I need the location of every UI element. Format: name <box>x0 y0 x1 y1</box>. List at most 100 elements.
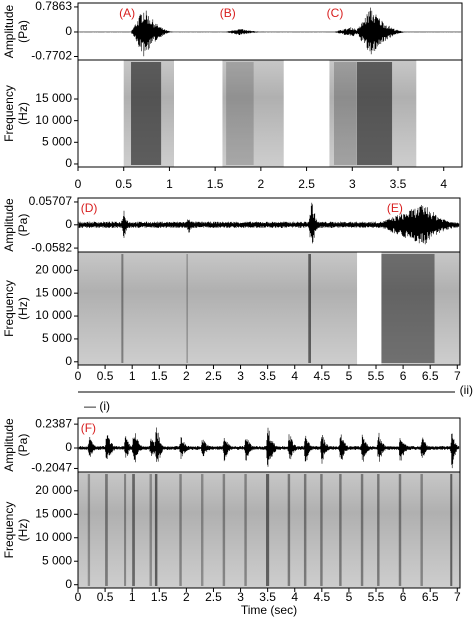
spectrogram-event <box>320 474 323 586</box>
x-tick-label: 3.5 <box>259 590 276 604</box>
x-tick-label: 1 <box>129 590 136 604</box>
spectrogram-event <box>420 474 423 586</box>
x-tick-label: 0 <box>75 177 82 191</box>
spectrogram-event <box>105 474 108 586</box>
y-tick-label: 15 000 <box>35 285 72 299</box>
x-tick-label: 4 <box>291 590 298 604</box>
x-tick-label: 2.5 <box>205 369 222 383</box>
spectrogram-event <box>398 474 402 586</box>
spectrogram-event <box>266 474 270 586</box>
x-tick-label: 1 <box>166 177 173 191</box>
y-tick-label: 0 <box>65 354 72 368</box>
spectrogram-event <box>124 474 127 586</box>
y-tick-label: 0 <box>65 217 72 231</box>
y-tick-label: 0.2387 <box>35 416 72 430</box>
event-label: (E) <box>387 201 403 215</box>
waveform <box>78 427 460 469</box>
event-label: (D) <box>81 201 98 215</box>
spectrogram-event <box>339 474 342 586</box>
frequency-label: Frequency <box>2 502 16 559</box>
frequency-label: Frequency <box>2 85 16 142</box>
spectrogram-event <box>287 474 291 586</box>
frequency-label: (Hz) <box>16 102 30 125</box>
event-label: (A) <box>119 6 135 20</box>
frequency-label: (Hz) <box>16 519 30 542</box>
spectrogram-event <box>308 254 311 363</box>
x-tick-label: 3.5 <box>390 177 407 191</box>
x-tick-label: 0 <box>75 590 82 604</box>
x-tick-label: 6 <box>400 369 407 383</box>
event-label: (C) <box>327 6 344 20</box>
y-tick-label: -0.2047 <box>31 461 72 475</box>
y-tick-label: 0 <box>65 156 72 170</box>
x-tick-label: 2 <box>183 369 190 383</box>
spectrogram-segment <box>78 252 358 365</box>
spectrogram-event <box>87 474 91 586</box>
x-tick-label: 1.5 <box>151 590 168 604</box>
event-label: (B) <box>220 6 236 20</box>
x-tick-label: 3.5 <box>259 369 276 383</box>
x-tick-label: 0.5 <box>115 177 132 191</box>
y-tick-label: 0.7863 <box>35 0 72 13</box>
spectrogram-event <box>132 474 135 586</box>
x-tick-label: 2.5 <box>205 590 222 604</box>
x-tick-label: 2 <box>258 177 265 191</box>
waveform <box>78 7 461 57</box>
x-tick-label: 1.5 <box>151 369 168 383</box>
x-tick-label: 4.5 <box>313 369 330 383</box>
y-tick-label: 10 000 <box>35 308 72 322</box>
y-tick-label: 0 <box>65 577 72 591</box>
y-tick-label: 20 000 <box>35 262 72 276</box>
x-tick-label: 1.5 <box>207 177 224 191</box>
x-tick-label: 4.5 <box>313 590 330 604</box>
y-tick-label: 5 000 <box>42 134 72 148</box>
x-tick-label: 5.5 <box>368 590 385 604</box>
spectrogram-event <box>334 62 357 165</box>
y-tick-label: 0 <box>65 440 72 454</box>
spectrogram-event <box>360 474 364 586</box>
spectrogram-event <box>179 474 182 586</box>
y-tick-label: 0 <box>65 24 72 38</box>
spectrogram-event <box>154 474 158 586</box>
spectrogram-frame <box>77 471 461 589</box>
x-tick-label: 7 <box>454 369 461 383</box>
x-tick-label: 3 <box>349 177 356 191</box>
frequency-label: (Hz) <box>16 297 30 320</box>
y-tick-label: -0.7702 <box>31 49 72 63</box>
x-tick-label: 2.5 <box>298 177 315 191</box>
x-tick-label: 6.5 <box>422 590 439 604</box>
x-tick-label: 2 <box>183 590 190 604</box>
y-tick-label: 10 000 <box>35 530 72 544</box>
y-tick-label: 15 000 <box>35 91 72 105</box>
waveform <box>78 202 460 245</box>
spectrogram-event <box>149 474 152 586</box>
y-tick-label: -0.0582 <box>31 240 72 254</box>
spectrogram-event <box>226 62 254 165</box>
spectrogram-event <box>356 62 393 165</box>
amplitude-label: (Pa) <box>16 214 30 237</box>
x-tick-label: 0.5 <box>97 590 114 604</box>
x-axis-label: Time (sec) <box>241 603 297 617</box>
spectrogram-segment <box>222 60 284 167</box>
x-tick-label: 1 <box>129 369 136 383</box>
spectrogram-event <box>377 474 380 586</box>
amplitude-label: Amplitude <box>2 5 16 59</box>
spectrogram-event <box>222 474 226 586</box>
spectrogram-event <box>186 254 188 363</box>
x-tick-label: 5 <box>346 590 353 604</box>
y-tick-label: 0.05707 <box>29 194 73 208</box>
amplitude-label: (Pa) <box>16 20 30 43</box>
panel-label: — (i) <box>84 399 110 413</box>
x-tick-label: 0 <box>75 369 82 383</box>
spectrogram-frame <box>77 59 463 168</box>
amplitude-label: (Pa) <box>16 434 30 457</box>
x-tick-label: 5 <box>346 369 353 383</box>
spectrogram-event <box>450 474 453 586</box>
spectrogram-event <box>303 474 307 586</box>
x-tick-label: 6.5 <box>422 369 439 383</box>
x-tick-label: 0.5 <box>97 369 114 383</box>
x-tick-label: 5.5 <box>368 369 385 383</box>
x-tick-label: 3 <box>237 590 244 604</box>
spectrogram-event <box>381 254 435 363</box>
